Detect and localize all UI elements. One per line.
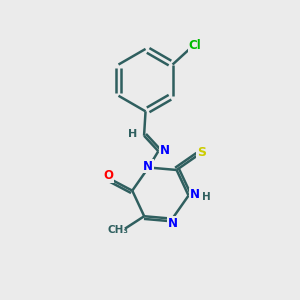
Text: Cl: Cl: [188, 39, 201, 52]
Text: S: S: [197, 146, 206, 159]
Text: N: N: [190, 188, 200, 202]
Text: CH₃: CH₃: [108, 225, 129, 235]
Text: N: N: [160, 143, 170, 157]
Text: O: O: [103, 169, 113, 182]
Text: N: N: [168, 217, 178, 230]
Text: N: N: [143, 160, 153, 172]
Text: H: H: [128, 129, 137, 139]
Text: H: H: [202, 192, 211, 202]
